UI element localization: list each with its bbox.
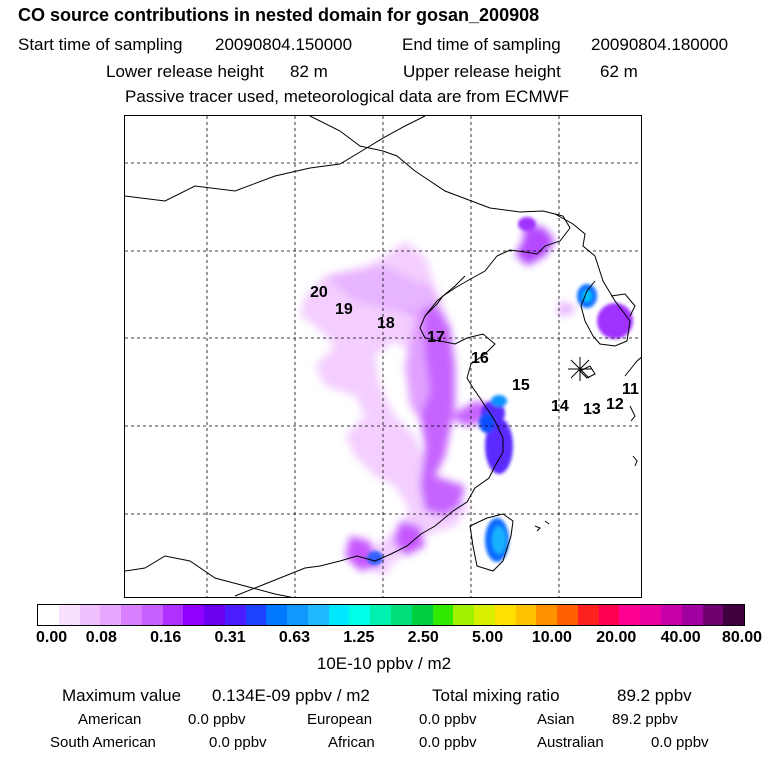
region-value: 0.0 ppbv <box>651 734 709 751</box>
trajectory-label: 19 <box>335 301 353 318</box>
colorbar-segment <box>660 605 682 625</box>
colorbar-tick-label: 0.31 <box>214 629 246 646</box>
colorbar-segment <box>370 605 392 625</box>
colorbar-tick-label: 5.00 <box>471 629 504 646</box>
colorbar-segment <box>515 605 537 625</box>
colorbar-tick-label: 1.25 <box>343 629 375 646</box>
colorbar-segment <box>245 605 267 625</box>
colorbar-segment <box>723 605 745 625</box>
colorbar-segment <box>681 605 703 625</box>
colorbar-tick-label: 40.00 <box>660 629 701 646</box>
max-value-label: Maximum value <box>62 686 182 705</box>
region-value: 0.0 ppbv <box>209 734 267 751</box>
colorbar-segment <box>58 605 80 625</box>
start-time-value: 20090804.150000 <box>215 35 353 54</box>
colorbar-tick-label: 10.00 <box>531 629 572 646</box>
lower-height-label: Lower release height <box>106 62 264 81</box>
colorbar-segment <box>79 605 101 625</box>
colorbar-tick-label: 0.00 <box>36 629 68 646</box>
colorbar-segment <box>494 605 516 625</box>
colorbar-segment <box>224 605 246 625</box>
colorbar-segment <box>391 605 412 625</box>
start-time-label: Start time of sampling <box>18 35 183 54</box>
colorbar-tick-label: 20.00 <box>596 629 637 646</box>
lower-height-value: 82 m <box>290 62 328 81</box>
colorbar-segment <box>411 605 433 625</box>
color-scale-bar <box>37 604 745 626</box>
colorbar-segment <box>349 605 371 625</box>
trajectory-label: 18 <box>377 315 395 332</box>
colorbar-segment <box>536 605 558 625</box>
upper-height-label: Upper release height <box>403 62 561 81</box>
colorbar-segment <box>266 605 288 625</box>
region-value: 0.0 ppbv <box>419 734 477 751</box>
trajectory-label: 20 <box>310 284 328 301</box>
map-subtitle: Passive tracer used, meteorological data… <box>125 87 570 106</box>
map-canvas <box>125 116 641 597</box>
max-value: 0.134E-09 ppbv / m2 <box>212 686 370 705</box>
region-name: European <box>307 711 373 728</box>
colorbar-tick-label: 0.16 <box>150 629 182 646</box>
concentration-field <box>300 224 575 576</box>
colorbar-segment <box>619 605 641 625</box>
map-panel: 20 19 18 17 16 15 14 13 12 11 <box>124 115 642 598</box>
region-value: 89.2 ppbv <box>612 711 678 728</box>
colorbar-segment <box>640 605 661 625</box>
colorbar-segment <box>702 605 724 625</box>
end-time-label: End time of sampling <box>402 35 561 54</box>
trajectory-label: 15 <box>512 377 530 394</box>
colorbar-segment <box>100 605 122 625</box>
colorbar-segment <box>141 605 163 625</box>
colorbar-segment <box>121 605 142 625</box>
trajectory-label: 12 <box>606 396 624 413</box>
colorbar-segment <box>183 605 205 625</box>
end-time-value: 20090804.180000 <box>591 35 729 54</box>
total-mixing-label: Total mixing ratio <box>432 686 560 705</box>
colorbar-segment <box>162 605 184 625</box>
colorbar-segment <box>474 605 495 625</box>
concentration-peaks <box>367 217 633 565</box>
colorbar-segment <box>598 605 620 625</box>
trajectory-label: 17 <box>427 329 445 346</box>
trajectory-label: 13 <box>583 401 601 418</box>
star-icon <box>568 357 592 381</box>
coastlines <box>125 116 641 597</box>
region-name: American <box>78 711 142 728</box>
colorbar-tick-label: 0.63 <box>278 629 311 646</box>
colorbar-segment <box>557 605 578 625</box>
region-value: 0.0 ppbv <box>419 711 477 728</box>
region-name: Australian <box>537 734 604 751</box>
colorbar-segment <box>204 605 225 625</box>
colorbar-segment <box>328 605 350 625</box>
colorbar-segment <box>307 605 329 625</box>
colorbar-segment <box>577 605 599 625</box>
trajectory-label: 11 <box>622 381 639 398</box>
region-name: African <box>328 734 375 751</box>
region-value: 0.0 ppbv <box>188 711 246 728</box>
region-name: South American <box>50 734 156 751</box>
colorbar-tick-label: 80.00 <box>722 629 763 646</box>
lat-lon-grid <box>125 116 641 597</box>
region-name: Asian <box>537 711 575 728</box>
colorbar-units: 10E-10 ppbv / m2 <box>316 654 452 673</box>
colorbar-tick-label: 0.08 <box>85 629 117 646</box>
map-title: CO source contributions in nested domain… <box>18 5 540 25</box>
trajectory-label: 16 <box>471 350 489 367</box>
colorbar-tick-label: 2.50 <box>407 629 439 646</box>
upper-height-value: 62 m <box>600 62 638 81</box>
total-mixing-value: 89.2 ppbv <box>617 686 692 705</box>
colorbar-segment <box>432 605 454 625</box>
colorbar-segment <box>38 605 59 625</box>
trajectory-label: 14 <box>551 398 569 415</box>
colorbar-segment <box>453 605 475 625</box>
colorbar-segment <box>287 605 308 625</box>
